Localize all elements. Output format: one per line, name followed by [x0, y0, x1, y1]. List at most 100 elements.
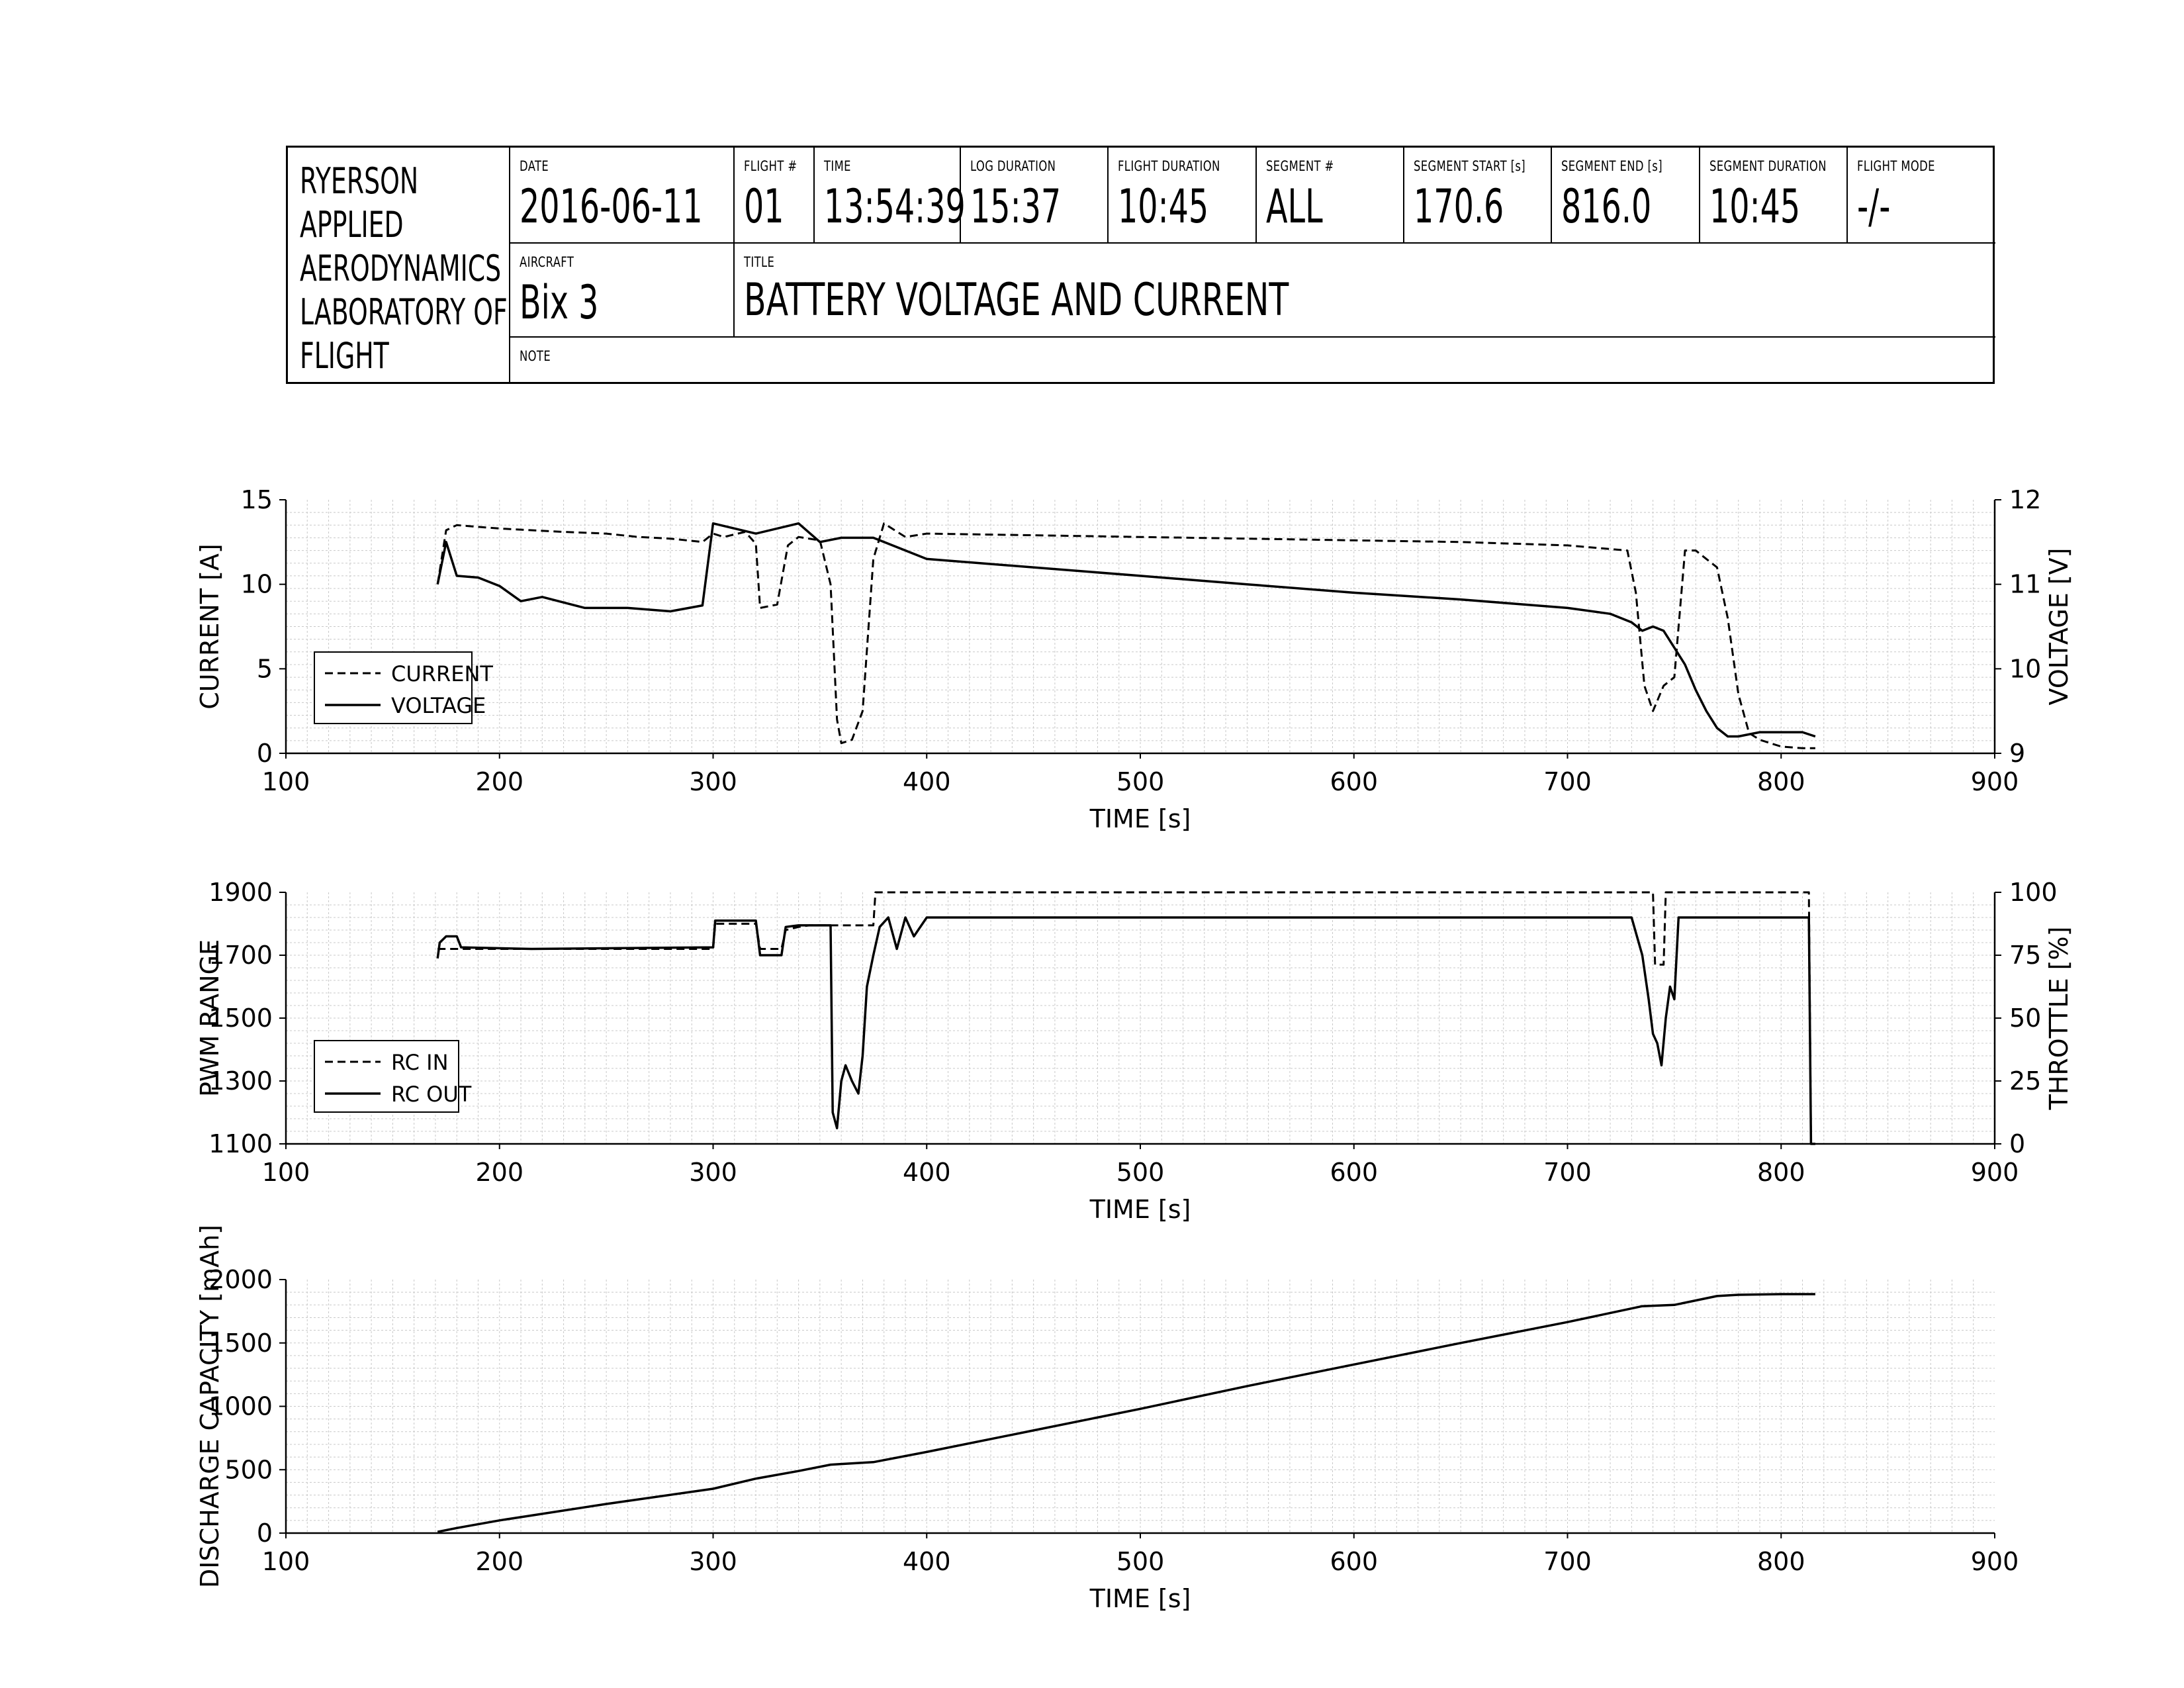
- title-value: BATTERY VOLTAGE AND CURRENT: [744, 274, 1289, 326]
- time-label: TIME: [824, 158, 851, 174]
- y-axis-title: PWM RANGE: [195, 939, 224, 1097]
- divider: [1551, 148, 1552, 244]
- flight-mode-value: -/-: [1857, 179, 1891, 234]
- series-line-1: [437, 1293, 1815, 1533]
- y-axis-title: CURRENT [A]: [195, 543, 224, 710]
- x-axis-title: TIME [s]: [1089, 1195, 1191, 1224]
- x-axis-title: TIME [s]: [1089, 804, 1191, 833]
- chart-2: 100 200 300 400 500 600 700 800 9001100130015001…: [195, 878, 2073, 1224]
- x-tick-label: 900: [1971, 1547, 2019, 1576]
- title-label: TITLE: [744, 254, 775, 270]
- x-tick-label: 400: [903, 767, 951, 796]
- x-axis-title: TIME [s]: [1089, 1584, 1191, 1613]
- chart-1: 100 200 300 400 500 600 700 800 900 0 5 10 15 9 10 11 12…: [195, 485, 2073, 833]
- x-tick-label: 600: [1330, 767, 1378, 796]
- y-tick-label: 5: [257, 654, 273, 683]
- segment-end-cell: SEGMENT END [s] 816.0: [1552, 148, 1699, 242]
- legend: RC IN RC OUT: [314, 1040, 472, 1113]
- date-label: DATE: [520, 158, 549, 174]
- segment-duration-value: 10:45: [1709, 179, 1801, 234]
- legend-box: [314, 1040, 459, 1113]
- y2-tick-label: 25: [2009, 1066, 2041, 1096]
- segment-start-label: SEGMENT START [s]: [1414, 158, 1526, 174]
- divider: [509, 148, 510, 383]
- flight-number-value: 01: [744, 179, 784, 234]
- organization-line: FLIGHT: [300, 335, 389, 377]
- y2-axis-title: THROTTLE [%]: [2044, 927, 2073, 1111]
- divider: [1107, 148, 1109, 244]
- y-tick-label: 0: [257, 1519, 273, 1548]
- x-tick-label: 100: [262, 1158, 310, 1187]
- legend-label: VOLTAGE: [391, 693, 486, 718]
- x-tick-label: 600: [1330, 1158, 1378, 1187]
- flight-duration-cell: FLIGHT DURATION 10:45: [1109, 148, 1255, 242]
- log-duration-value: 15:37: [970, 179, 1062, 234]
- organization-line: AERODYNAMICS: [300, 248, 502, 289]
- time-value: 13:54:39: [824, 179, 966, 234]
- x-tick-label: 200: [475, 1547, 523, 1576]
- y-tick-label: 10: [241, 570, 273, 599]
- divider: [509, 336, 1995, 338]
- organization-line: RYERSON: [300, 160, 419, 202]
- x-tick-label: 900: [1971, 1158, 2019, 1187]
- flight-mode-label: FLIGHT MODE: [1857, 158, 1935, 174]
- legend-box: [314, 651, 473, 724]
- header-table: RYERSON APPLIED AERODYNAMICS LABORATORY …: [286, 146, 1995, 384]
- segment-duration-label: SEGMENT DURATION: [1709, 158, 1827, 174]
- x-tick-label: 900: [1971, 767, 2019, 796]
- divider: [960, 148, 961, 244]
- flight-number-cell: FLIGHT # 01: [735, 148, 813, 242]
- y-tick-label: 2000: [208, 1265, 273, 1294]
- segment-number-label: SEGMENT #: [1266, 158, 1334, 174]
- x-tick-label: 700: [1543, 767, 1592, 796]
- y-tick-label: 15: [241, 485, 273, 514]
- flight-duration-label: FLIGHT DURATION: [1118, 158, 1220, 174]
- x-tick-label: 400: [903, 1547, 951, 1576]
- y-tick-label: 1500: [208, 1004, 273, 1033]
- divider: [1699, 148, 1700, 244]
- x-tick-label: 300: [689, 1547, 737, 1576]
- x-tick-label: 500: [1116, 1158, 1165, 1187]
- segment-end-label: SEGMENT END [s]: [1561, 158, 1662, 174]
- legend-label: RC IN: [391, 1050, 449, 1075]
- series-line-voltage: [436, 522, 1816, 738]
- flight-duration-value: 10:45: [1118, 179, 1209, 234]
- x-tick-label: 200: [475, 767, 523, 796]
- x-tick-label: 300: [689, 1158, 737, 1187]
- series-line-rc-in: [437, 891, 1815, 1145]
- x-tick-label: 600: [1330, 1547, 1378, 1576]
- series-line-rc-out: [436, 916, 1815, 1145]
- legend-label: CURRENT: [391, 661, 493, 686]
- y2-axis-title: VOLTAGE [V]: [2044, 548, 2073, 706]
- x-tick-label: 200: [475, 1158, 523, 1187]
- y-tick-label: 1000: [208, 1392, 273, 1421]
- divider: [509, 242, 1995, 244]
- date-cell: DATE 2016-06-11: [510, 148, 733, 242]
- divider: [1403, 148, 1404, 244]
- x-tick-label: 700: [1543, 1547, 1592, 1576]
- x-tick-label: 800: [1757, 767, 1805, 796]
- note-label: NOTE: [520, 348, 551, 364]
- chart-3: 100 200 300 400 500 600 700 800 900 0 500 1000 1500 2…: [195, 1225, 2019, 1613]
- title-cell: TITLE BATTERY VOLTAGE AND CURRENT: [735, 244, 1995, 336]
- y-tick-label: 1100: [208, 1129, 273, 1158]
- segment-number-cell: SEGMENT # ALL: [1257, 148, 1403, 242]
- date-value: 2016-06-11: [520, 179, 703, 234]
- x-tick-label: 700: [1543, 1158, 1592, 1187]
- x-tick-label: 300: [689, 767, 737, 796]
- organization-line: LABORATORY OF: [300, 291, 508, 333]
- y-tick-label: 0: [257, 739, 273, 768]
- y-tick-label: 1300: [208, 1066, 273, 1096]
- time-cell: TIME 13:54:39: [815, 148, 966, 242]
- y2-tick-label: 75: [2009, 941, 2041, 970]
- x-tick-label: 800: [1757, 1547, 1805, 1576]
- segment-start-cell: SEGMENT START [s] 170.6: [1404, 148, 1551, 242]
- y2-tick-label: 11: [2009, 570, 2041, 599]
- log-duration-label: LOG DURATION: [970, 158, 1056, 174]
- x-tick-label: 400: [903, 1158, 951, 1187]
- log-duration-cell: LOG DURATION 15:37: [961, 148, 1107, 242]
- legend: CURRENT VOLTAGE: [314, 651, 493, 724]
- y2-tick-label: 9: [2009, 739, 2025, 768]
- x-tick-label: 100: [262, 767, 310, 796]
